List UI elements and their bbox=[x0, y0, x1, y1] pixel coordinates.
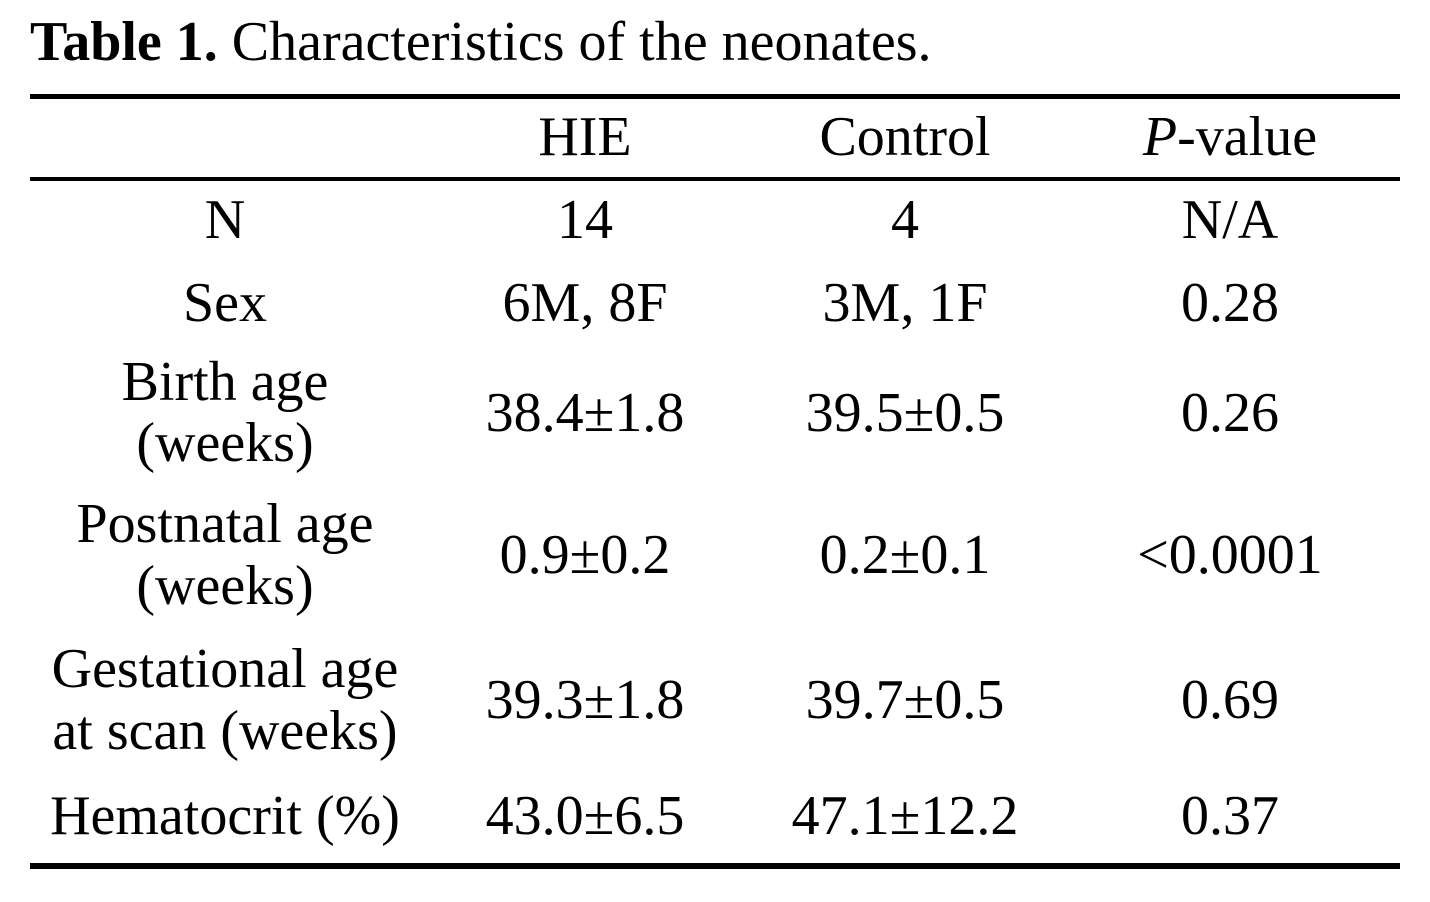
header-p-rest: -value bbox=[1177, 106, 1318, 169]
header-control: Control bbox=[750, 94, 1060, 181]
table-row-sex: Sex 6M, 8F 3M, 1F 0.28 bbox=[30, 261, 1400, 346]
cell-p-value: 0.69 bbox=[1181, 669, 1279, 732]
cell-p-value: <0.0001 bbox=[1137, 524, 1323, 587]
row-label: Postnatal age (weeks) bbox=[76, 493, 374, 617]
table-row-hematocrit: Hematocrit (%) 43.0±6.5 47.1±12.2 0.37 bbox=[30, 770, 1400, 869]
cell-p-value: 0.28 bbox=[1181, 271, 1279, 334]
header-hie: HIE bbox=[420, 94, 750, 181]
cell-p-value: N/A bbox=[1181, 189, 1279, 252]
row-label: Gestational age at scan (weeks) bbox=[51, 638, 399, 762]
row-label: Hematocrit (%) bbox=[30, 770, 420, 869]
cell-hie: 39.3±1.8 bbox=[485, 669, 685, 732]
cell-control: 3M, 1F bbox=[822, 271, 988, 334]
cell-control: 39.7±0.5 bbox=[805, 669, 1005, 732]
cell-hie: 14 bbox=[557, 189, 613, 252]
header-row: HIE Control P-value bbox=[30, 94, 1400, 181]
cell-hie: 0.9±0.2 bbox=[499, 524, 671, 587]
table-row-birth-age: Birth age (weeks) 38.4±1.8 39.5±0.5 0.26 bbox=[30, 346, 1400, 481]
row-label: Birth age (weeks) bbox=[121, 350, 329, 475]
cell-p-value: 0.37 bbox=[1060, 770, 1400, 869]
cell-control: 39.5±0.5 bbox=[805, 381, 1005, 444]
cell-hie: 6M, 8F bbox=[502, 271, 668, 334]
header-empty bbox=[30, 94, 420, 181]
row-label: Sex bbox=[183, 271, 267, 334]
cell-control: 0.2±0.1 bbox=[819, 524, 991, 587]
table-caption-text: Characteristics of the neonates. bbox=[217, 11, 932, 73]
table-row-gestational-age: Gestational age at scan (weeks) 39.3±1.8… bbox=[30, 631, 1400, 771]
cell-hie: 43.0±6.5 bbox=[420, 770, 750, 869]
cell-p-value: 0.26 bbox=[1181, 381, 1279, 444]
table-row-postnatal-age: Postnatal age (weeks) 0.9±0.2 0.2±0.1 <0… bbox=[30, 481, 1400, 631]
cell-control: 47.1±12.2 bbox=[750, 770, 1060, 869]
cell-control: 4 bbox=[891, 189, 919, 252]
header-p-value: P-value bbox=[1060, 94, 1400, 181]
neonate-characteristics-table: HIE Control P-value N 14 4 N/A Sex 6M, 8… bbox=[30, 94, 1400, 869]
table-caption-label: Table 1. bbox=[30, 11, 218, 73]
table-caption: Table 1. Characteristics of the neonates… bbox=[0, 0, 1430, 74]
table-row-n: N 14 4 N/A bbox=[30, 179, 1400, 261]
header-p-italic: P bbox=[1142, 106, 1178, 169]
row-label: N bbox=[204, 189, 246, 252]
cell-hie: 38.4±1.8 bbox=[485, 381, 685, 444]
